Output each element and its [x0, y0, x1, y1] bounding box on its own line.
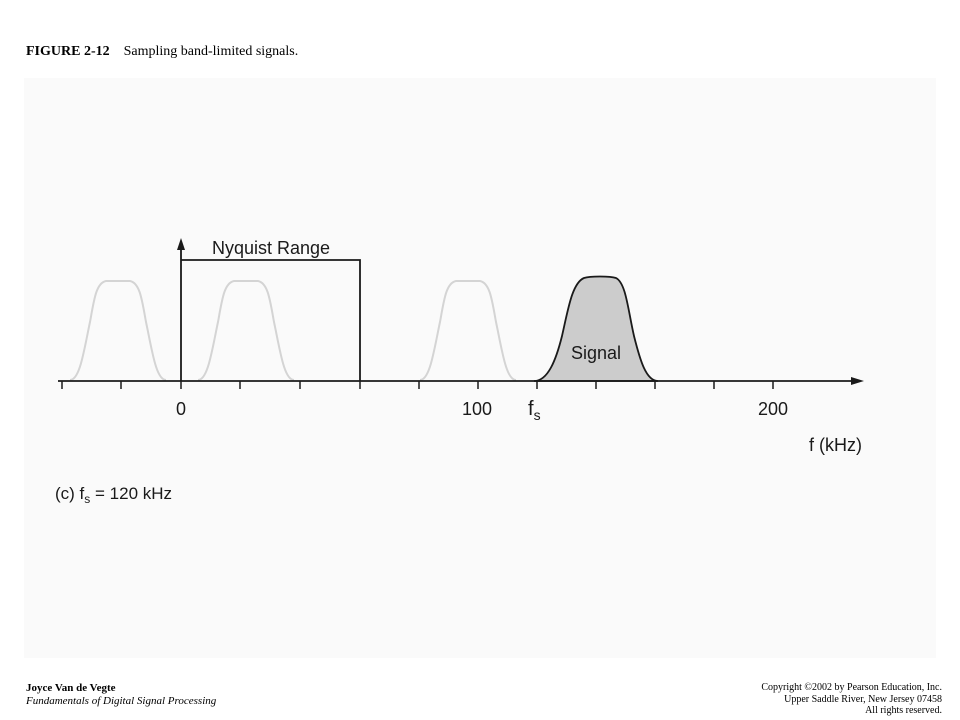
image-spectrum-mid: [419, 280, 517, 381]
tick-label-fs: fs: [528, 398, 541, 423]
copyright-line-2: Upper Saddle River, New Jersey 07458: [784, 693, 942, 705]
tick-label-100: 100: [462, 399, 492, 419]
subcaption-suffix: = 120 kHz: [90, 484, 172, 503]
figure-label: FIGURE 2-12: [26, 44, 110, 59]
frequency-axis-arrow: [851, 377, 864, 385]
copyright-line-3: All rights reserved.: [865, 705, 942, 716]
signal-spectrum: [533, 275, 659, 382]
nyquist-range-bracket: [181, 259, 361, 381]
figure-title: Sampling band-limited signals.: [123, 44, 299, 59]
vertical-axis-arrow: [177, 238, 185, 250]
footer-author: Joyce Van de Vegte: [26, 682, 116, 694]
tick-label-200: 200: [758, 399, 788, 419]
subcaption-prefix: (c) f: [55, 484, 85, 503]
tick-label-fs-main: f: [528, 398, 534, 420]
tick-label-fs-sub: s: [534, 407, 541, 423]
image-spectrum-left: [69, 280, 167, 381]
nyquist-range-label: Nyquist Range: [212, 238, 330, 258]
footer-book-title: Fundamentals of Digital Signal Processin…: [26, 695, 217, 707]
copyright-line-1: Copyright ©2002 by Pearson Education, In…: [761, 682, 942, 693]
signal-label: Signal: [571, 343, 621, 363]
footer-copyright: Copyright ©2002 by Pearson Education, In…: [761, 682, 942, 717]
axis-ticks: [61, 381, 774, 389]
tick-label-zero: 0: [176, 399, 186, 419]
footer-left: Joyce Van de Vegte Fundamentals of Digit…: [26, 682, 216, 708]
subcaption-sub: s: [84, 492, 90, 506]
subcaption-sampling-rate: (c) fs = 120 kHz: [55, 484, 172, 506]
image-spectrum-baseband: [197, 280, 295, 381]
frequency-axis-label: f (kHz): [809, 435, 862, 455]
figure-background: [24, 78, 936, 658]
figure-caption: FIGURE 2-12 Sampling band-limited signals…: [26, 44, 298, 60]
